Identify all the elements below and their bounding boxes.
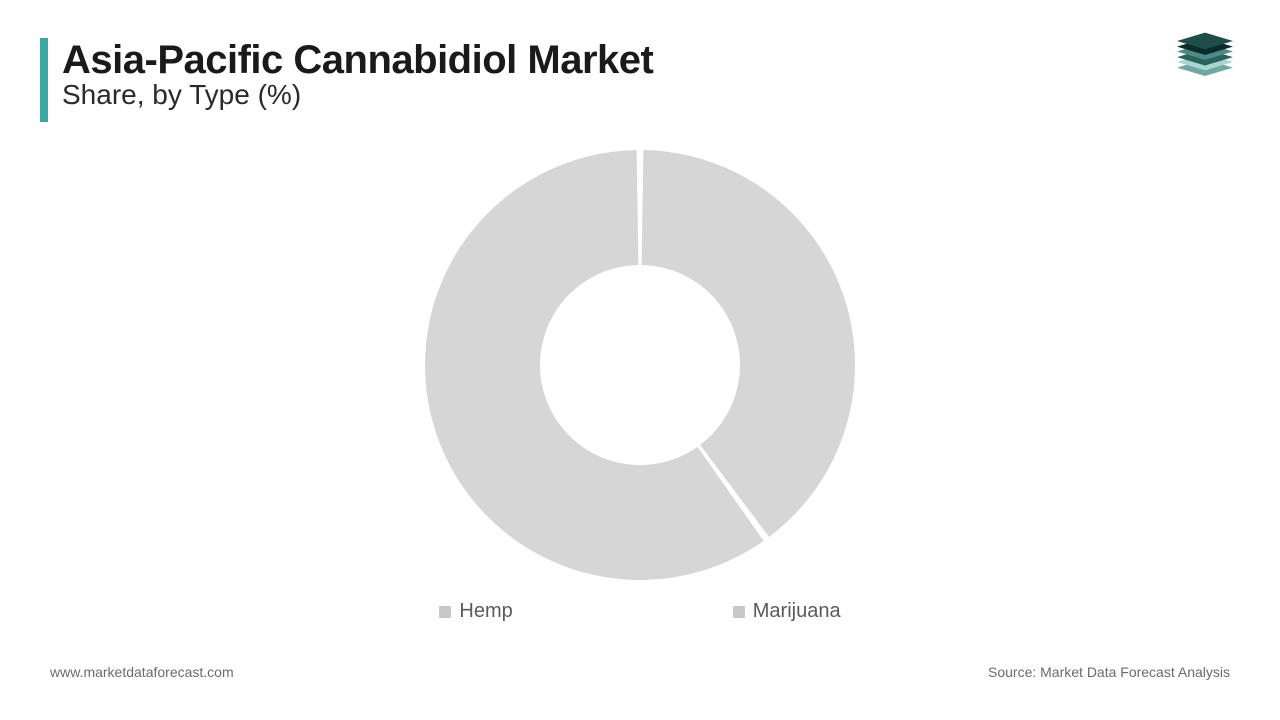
chart-legend: Hemp Marijuana xyxy=(0,600,1280,623)
donut-wrap xyxy=(423,148,857,582)
donut-svg xyxy=(423,148,857,582)
page-title: Asia-Pacific Cannabidiol Market xyxy=(62,38,653,83)
footer-url: www.marketdataforecast.com xyxy=(50,664,234,680)
legend-swatch-icon xyxy=(439,606,451,618)
title-text-group: Asia-Pacific Cannabidiol Market Share, b… xyxy=(62,38,653,122)
legend-swatch-icon xyxy=(733,606,745,618)
legend-item-marijuana: Marijuana xyxy=(733,600,841,623)
legend-label: Hemp xyxy=(459,600,512,623)
footer-source: Source: Market Data Forecast Analysis xyxy=(988,664,1230,680)
title-block: Asia-Pacific Cannabidiol Market Share, b… xyxy=(40,38,653,122)
page-subtitle: Share, by Type (%) xyxy=(62,79,653,111)
title-accent-bar xyxy=(40,38,48,122)
page: Asia-Pacific Cannabidiol Market Share, b… xyxy=(0,0,1280,720)
donut-chart xyxy=(0,130,1280,600)
legend-label: Marijuana xyxy=(753,600,841,623)
brand-logo-icon xyxy=(1170,20,1240,90)
legend-item-hemp: Hemp xyxy=(439,600,512,623)
